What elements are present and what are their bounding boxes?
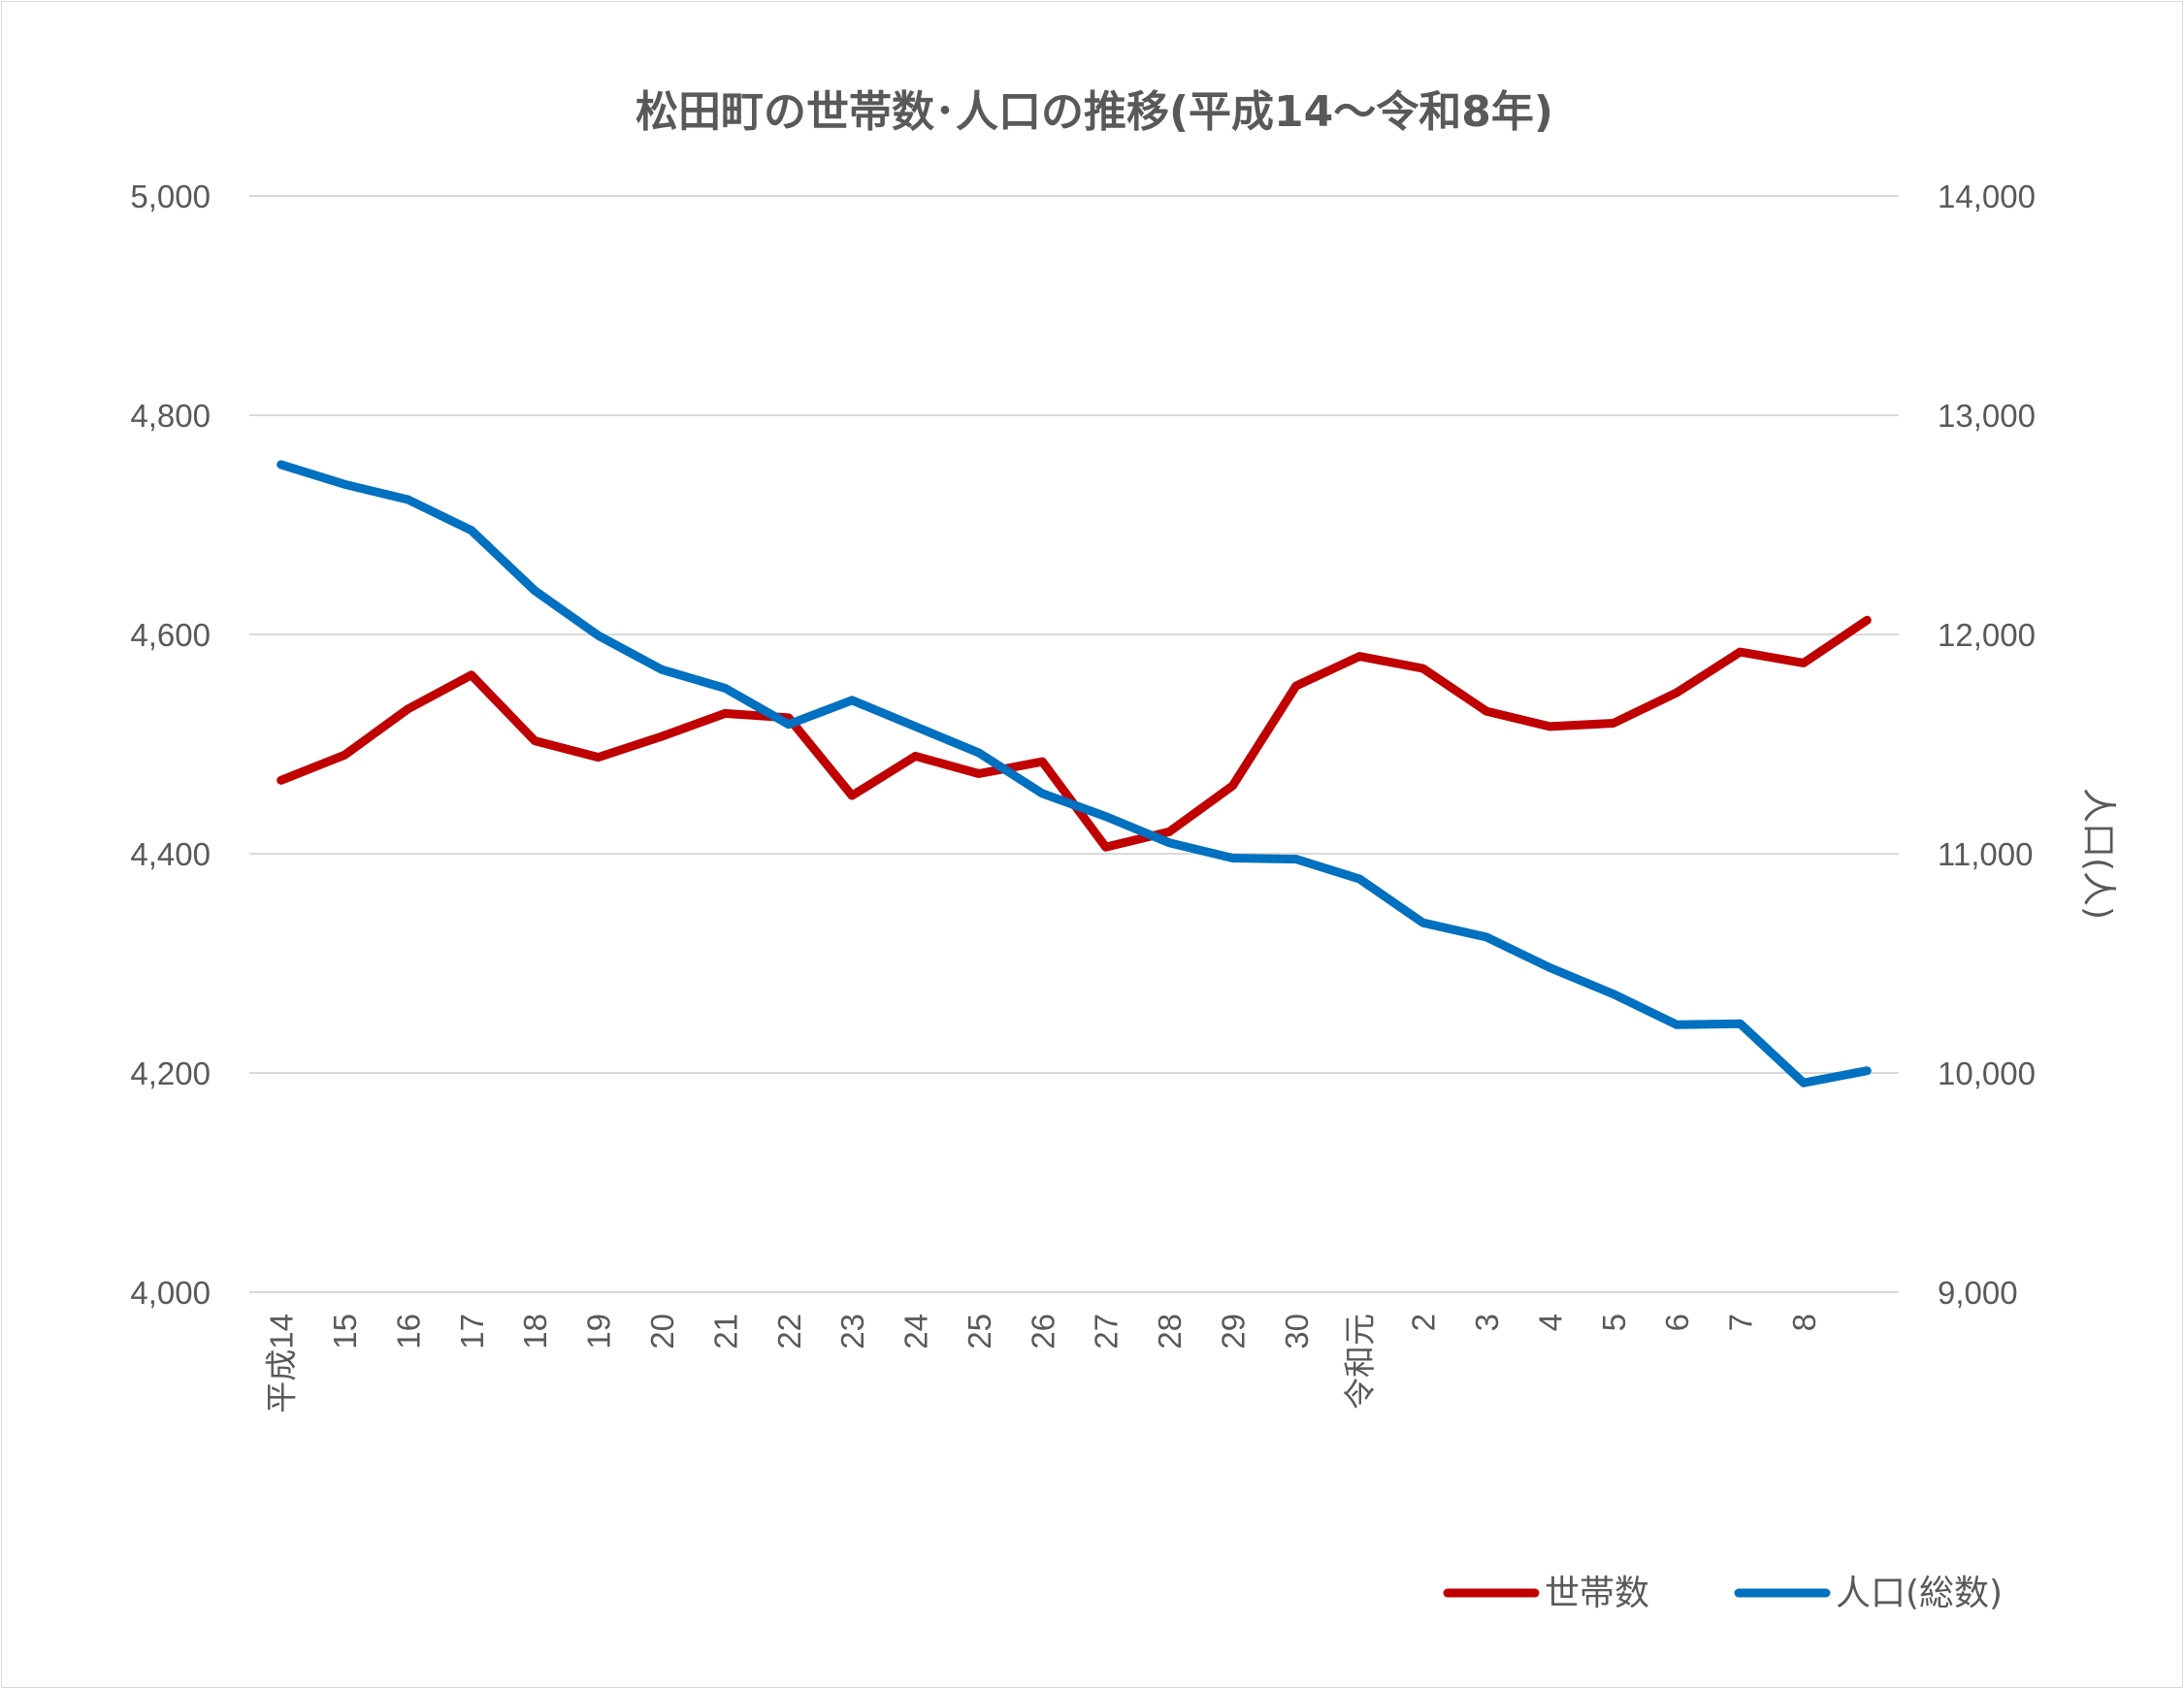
legend: 世帯数 人口(総数) [1443, 1574, 2003, 1613]
series-line-population [277, 460, 1872, 1088]
series-line-households [277, 615, 1872, 852]
x-tick-label: 25 [962, 1314, 997, 1349]
x-tick-label: 21 [707, 1314, 743, 1349]
x-tick-label: 27 [1089, 1314, 1125, 1349]
right-axis-title: 人口(人) [2078, 788, 2118, 920]
right-tick-label: 9,000 [1938, 1275, 2018, 1311]
left-axis-ticks: 4,000 4,200 4,400 4,600 4,800 5,000 [130, 179, 211, 1311]
left-tick-label: 4,000 [130, 1275, 211, 1311]
x-tick-label: 4 [1532, 1314, 1568, 1331]
x-tick-label: 19 [581, 1314, 617, 1349]
x-tick-label: 18 [517, 1314, 553, 1349]
left-tick-label: 4,800 [130, 398, 211, 434]
x-tick-label: 15 [327, 1314, 363, 1349]
chart-title: 松田町の世帯数･人口の推移(平成14～令和8年) [636, 87, 1553, 137]
x-tick-label: 24 [898, 1314, 934, 1349]
x-tick-label: 30 [1279, 1314, 1315, 1349]
legend-label-households: 世帯数 [1545, 1574, 1649, 1613]
right-tick-label: 12,000 [1938, 617, 2036, 653]
left-tick-label: 4,600 [130, 617, 211, 653]
x-axis-ticks: 平成14 15 16 17 18 19 20 21 22 23 24 25 26 27 28 29 30 令和元 2… [264, 1314, 1822, 1413]
x-tick-label: 2 [1406, 1314, 1442, 1331]
x-tick-label: 22 [771, 1314, 807, 1349]
x-tick-label: 令和元 [1342, 1314, 1378, 1410]
x-tick-label: 6 [1659, 1314, 1695, 1331]
left-tick-label: 4,400 [130, 836, 211, 872]
x-tick-label: 23 [834, 1314, 870, 1349]
x-tick-label: 平成14 [264, 1314, 300, 1413]
x-tick-label: 20 [644, 1314, 680, 1349]
left-tick-label: 5,000 [130, 179, 211, 214]
x-tick-label: 16 [390, 1314, 426, 1349]
series-lines [277, 460, 1872, 1088]
right-tick-label: 14,000 [1938, 179, 2036, 214]
right-tick-label: 10,000 [1938, 1056, 2036, 1091]
legend-label-population: 人口(総数) [1836, 1574, 2003, 1613]
right-tick-label: 11,000 [1938, 836, 2033, 872]
x-tick-label: 8 [1786, 1314, 1822, 1331]
left-tick-label: 4,200 [130, 1056, 211, 1091]
x-tick-label: 5 [1596, 1314, 1632, 1331]
x-tick-label: 3 [1469, 1314, 1505, 1331]
right-tick-label: 13,000 [1938, 398, 2036, 434]
gridlines [249, 195, 1899, 1293]
x-tick-label: 28 [1152, 1314, 1188, 1349]
right-axis-ticks: 9,000 10,000 11,000 12,000 13,000 14,000 [1938, 179, 2036, 1311]
x-tick-label: 29 [1215, 1314, 1251, 1349]
x-tick-label: 26 [1025, 1314, 1060, 1349]
x-tick-label: 17 [454, 1314, 490, 1349]
x-tick-label: 7 [1723, 1314, 1759, 1331]
